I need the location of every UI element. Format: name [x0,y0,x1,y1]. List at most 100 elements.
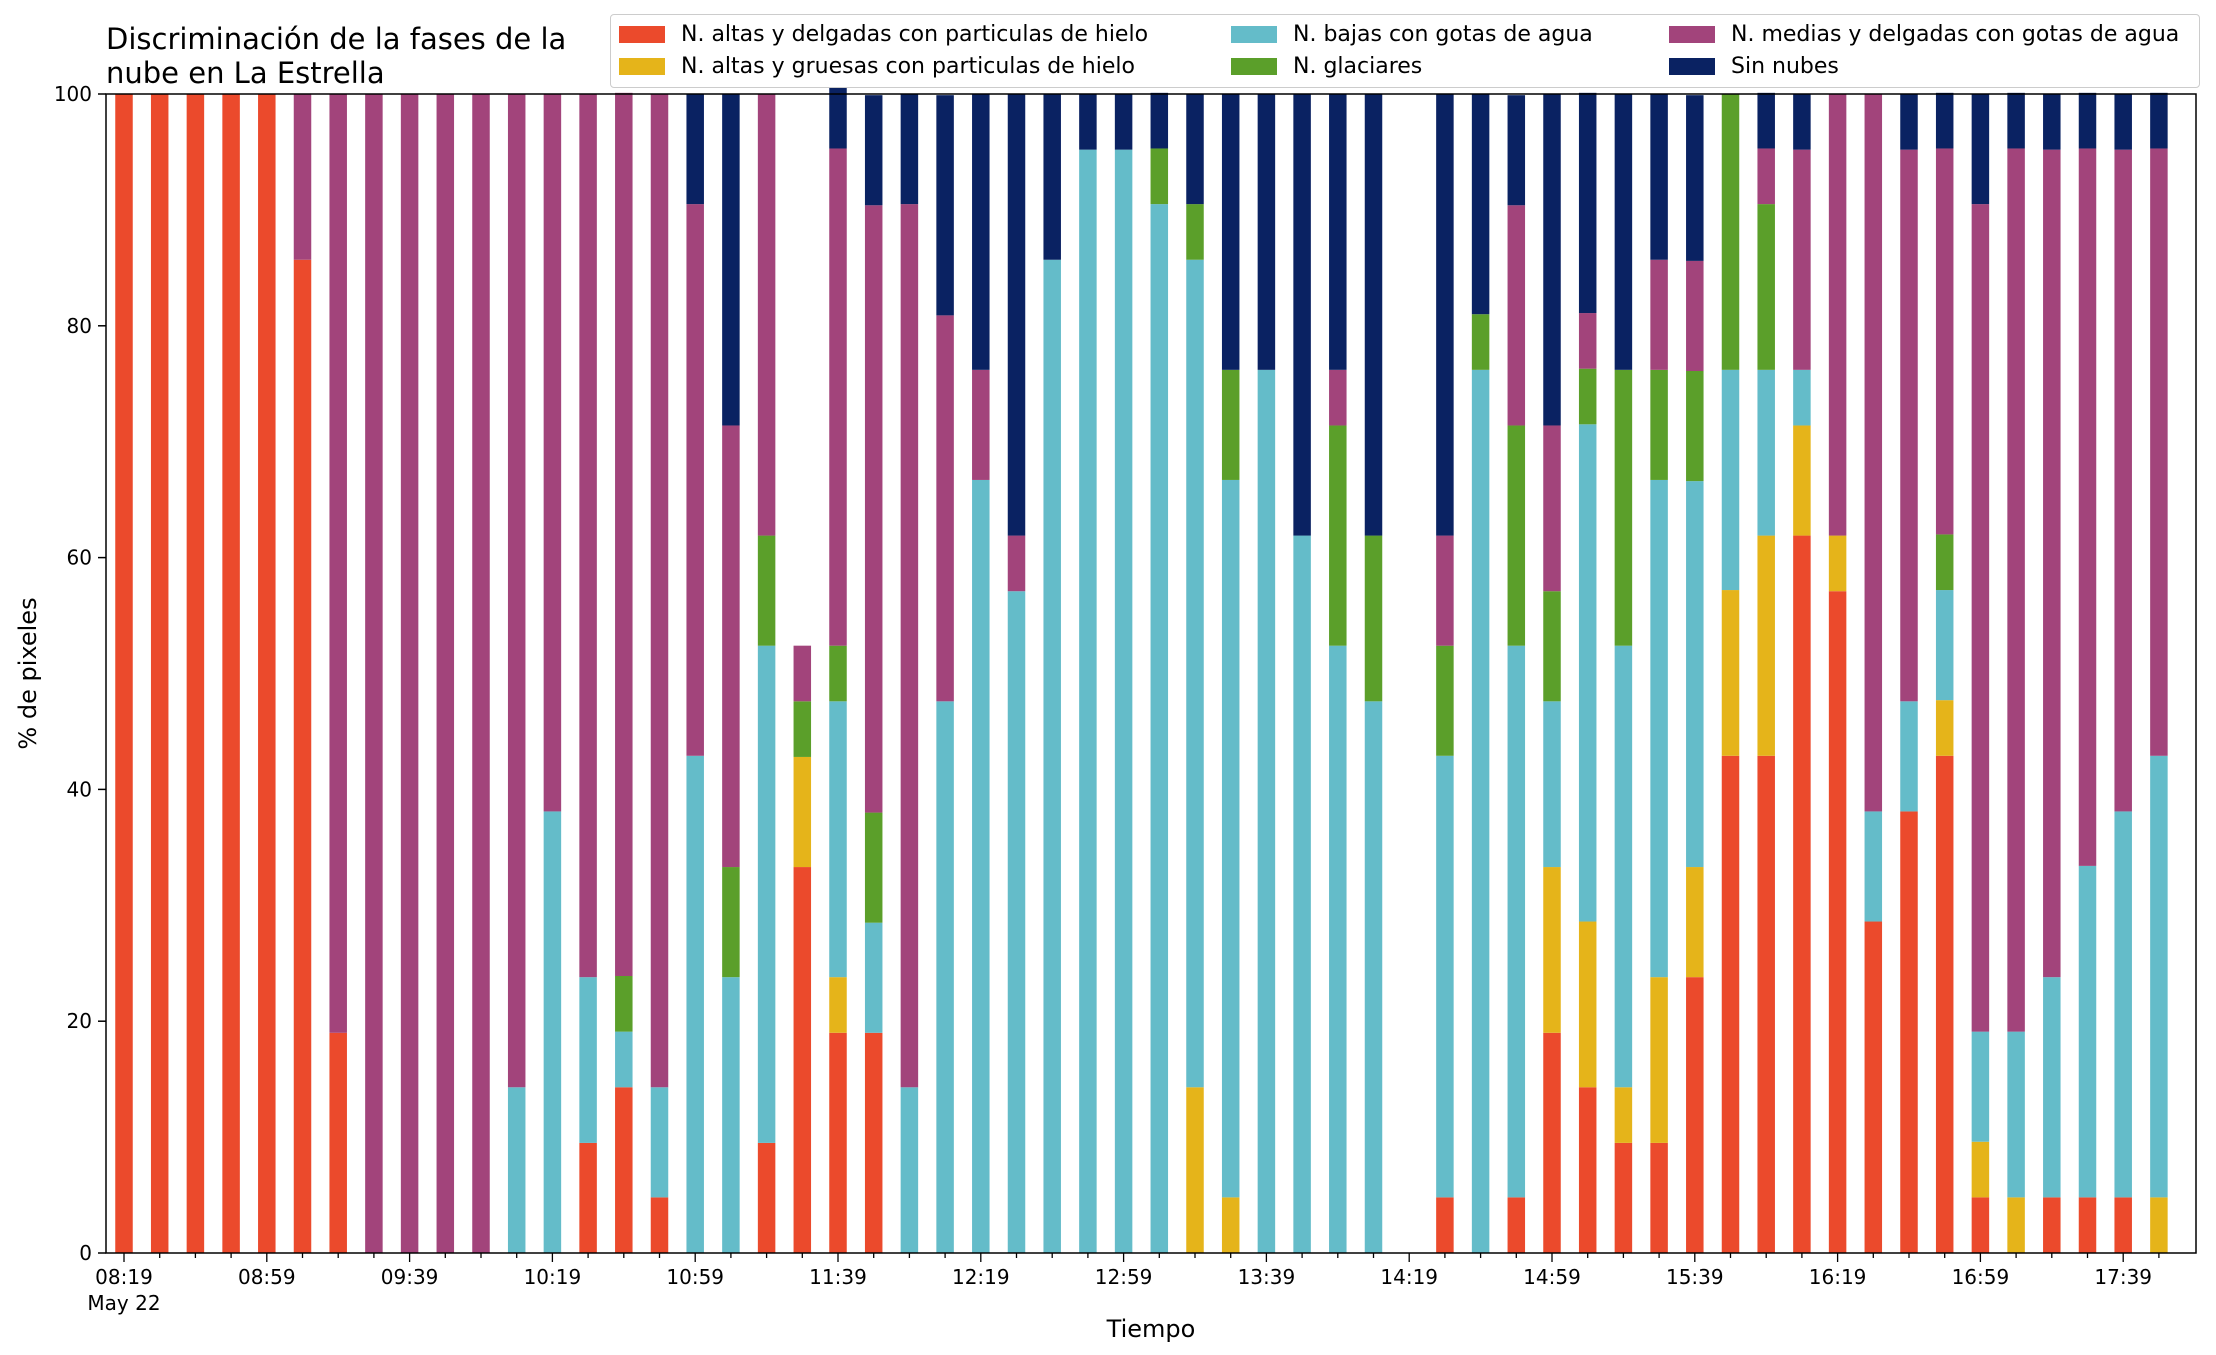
bar-segment-38-3 [1471,314,1490,370]
legend-swatch-4 [1669,25,1715,43]
bar-segment-22-2 [900,1087,919,1253]
bar-segment-25-5 [1007,94,1026,536]
bar-segment-6-4 [329,94,347,1033]
bar-segment-33-2 [1293,535,1311,1253]
x-tick-label-48: 16:19 [1809,1265,1867,1289]
bar-segment-42-1 [1614,1087,1633,1143]
bar-segment-11-2 [507,1087,526,1253]
bar-segment-30-1 [1186,1087,1204,1253]
bar-segment-25-4 [1007,535,1026,592]
bar-segment-12-2 [543,811,562,1253]
bar-segment-30-5 [1186,94,1204,205]
bar-segment-39-3 [1507,425,1526,646]
bar-segment-43-2 [1650,479,1668,978]
legend-label-5: Sin nubes [1731,53,1839,79]
bar-segment-13-4 [579,94,597,978]
bar-segment-54-5 [2043,94,2061,150]
x-tick-label-0: 08:19 [95,1265,153,1289]
bar-segment-54-0 [2043,1197,2061,1253]
bar-segment-53-2 [2007,1031,2025,1198]
bar-segment-11-4 [507,94,526,1088]
bar-segment-42-5 [1614,94,1633,370]
legend-label-3: N. glaciares [1293,53,1423,79]
bar-segment-12-4 [543,94,562,812]
bar-segment-50-4 [1900,149,1918,702]
legend-swatch-0 [619,25,665,43]
legend-swatch-5 [1669,57,1715,75]
bar-segment-40-4 [1543,425,1561,592]
bar-segment-39-2 [1507,645,1526,1198]
bar-segment-48-1 [1828,535,1847,592]
bar-segment-44-2 [1686,481,1704,868]
bar-segment-39-0 [1507,1197,1526,1253]
legend-label-0: N. altas y delgadas con particulas de hi… [681,21,1149,47]
bar-segment-32-5 [1257,94,1276,370]
bar-segment-14-4 [615,92,633,977]
bar-segment-54-4 [2043,149,2061,978]
bar-segment-19-1 [793,756,812,868]
bar-segment-37-0 [1436,1197,1454,1253]
bar-segment-38-2 [1471,369,1490,1254]
bar-segment-56-5 [2114,94,2132,150]
bar-segment-46-5 [1757,92,1775,149]
bar-segment-22-5 [900,94,919,205]
bar-segment-21-3 [864,812,883,923]
y-tick-label-3: 60 [67,546,92,570]
bar-segment-47-1 [1793,425,1811,536]
bar-segment-17-3 [722,867,740,978]
bar-segment-20-1 [829,977,847,1033]
x-tick-label-8: 09:39 [381,1265,439,1289]
bar-segment-53-5 [2007,92,2025,149]
bar-segment-15-4 [650,94,669,1088]
bar-segment-41-3 [1578,368,1597,425]
bar-segment-20-2 [829,701,847,978]
bar-segment-34-2 [1329,645,1347,1253]
bar-segment-53-4 [2007,148,2025,1032]
bar-segment-18-0 [757,1142,776,1253]
bar-segment-31-3 [1221,369,1240,480]
bar-segment-50-5 [1900,94,1918,150]
bar-segment-46-1 [1757,535,1775,756]
bar-segment-47-2 [1793,369,1811,426]
bar-segment-49-2 [1864,811,1883,922]
bar-segment-55-4 [2078,148,2097,866]
bar-segment-46-0 [1757,755,1775,1253]
bar-segment-26-2 [1043,259,1061,1253]
legend-item-3: N. glaciares [1231,51,1422,81]
bar-segment-35-3 [1364,535,1383,702]
bar-segment-51-2 [1935,590,1954,701]
bar-segment-44-5 [1686,95,1704,261]
bar-segment-48-0 [1828,591,1847,1253]
bar-segment-16-5 [686,94,704,205]
bar-segment-14-2 [615,1031,633,1088]
bar-segment-30-2 [1186,259,1204,1088]
y-tick-label-0: 0 [79,1241,92,1265]
bar-segment-40-5 [1543,94,1561,426]
bar-segment-3-0 [222,94,240,1253]
bar-segment-47-5 [1793,94,1811,150]
bar-segment-5-0 [293,259,312,1253]
bar-segment-57-4 [2150,148,2168,756]
bar-segment-37-5 [1436,94,1454,536]
bar-segment-23-4 [936,315,954,702]
x-tick-label-56: 17:39 [2094,1265,2152,1289]
bar-segment-13-0 [579,1142,597,1253]
bar-segment-23-5 [936,95,954,316]
bar-segment-46-3 [1757,204,1775,370]
bar-segment-44-0 [1686,977,1704,1253]
bar-segment-29-2 [1150,204,1169,1254]
bar-segment-29-3 [1150,148,1169,205]
bar-segment-51-4 [1935,148,1954,535]
bar-segment-42-3 [1614,369,1633,646]
legend-item-1: N. altas y gruesas con particulas de hie… [619,51,1135,81]
bar-segment-53-1 [2007,1197,2025,1253]
legend-swatch-3 [1231,57,1277,75]
x-tick-label-52: 16:59 [1952,1265,2010,1289]
x-tick-label-4: 08:59 [238,1265,296,1289]
bar-segment-51-5 [1935,92,1954,149]
bar-segment-45-2 [1721,369,1740,591]
bar-segment-0-0 [115,94,133,1253]
bar-segment-29-5 [1150,92,1169,149]
bar-segment-52-1 [1971,1141,1990,1198]
bar-segment-20-0 [829,1032,847,1253]
